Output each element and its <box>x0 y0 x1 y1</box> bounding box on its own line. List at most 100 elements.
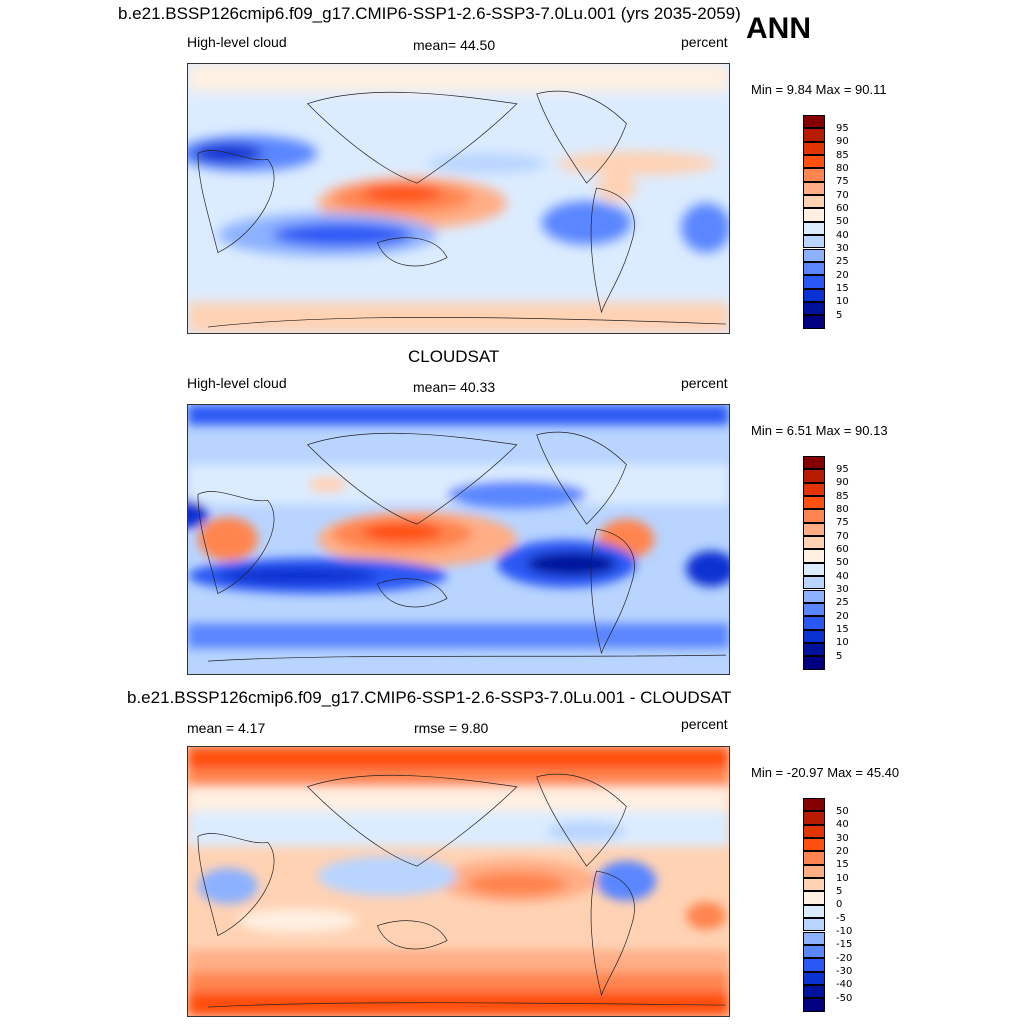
panel3-colorbar-label: -30 <box>836 966 853 977</box>
panel2-colorbar-label: 75 <box>836 517 849 528</box>
panel1-colorbar-label: 50 <box>836 216 849 227</box>
panel2-colorbar-box <box>803 482 825 497</box>
panel1-colorbar-box <box>803 261 825 276</box>
panel2-colorbar-box <box>803 642 825 657</box>
panel1-colorbar-box <box>803 195 825 209</box>
panel2-colorbar-label: 85 <box>836 491 849 502</box>
panel1-colorbar-box <box>803 288 825 302</box>
panel3-map <box>187 746 730 1017</box>
panel2-colorbar-box <box>803 469 825 483</box>
panel3-colorbar-box <box>803 944 825 959</box>
panel2-colorbar-label: 15 <box>836 624 849 635</box>
panel2-colorbar-label: 10 <box>836 637 849 648</box>
panel3-units-label: percent <box>681 716 728 732</box>
panel3-colorbar-box <box>803 798 825 812</box>
panel2-colorbar-label: 25 <box>836 597 849 608</box>
panel2-colorbar-box <box>803 589 825 603</box>
panel2-colorbar-label: 50 <box>836 557 849 568</box>
panel3-colorbar-box <box>803 958 825 972</box>
panel1-colorbar-label: 85 <box>836 150 849 161</box>
panel2-colorbar-box <box>803 496 825 510</box>
panel2-mean-label: mean= 40.33 <box>413 379 496 395</box>
panel2-colorbar: 95 90 85 80 75 70 60 50 40 30 25 20 15 1… <box>803 456 849 670</box>
panel3-colorbar-label: 15 <box>836 859 849 870</box>
panel2-colorbar-box <box>803 616 825 630</box>
panel1-colorbar-label: 70 <box>836 190 849 201</box>
panel1-colorbar-label: 75 <box>836 176 849 187</box>
panel2-colorbar-label: 70 <box>836 531 849 542</box>
panel2-variable-label: High-level cloud <box>187 375 287 391</box>
panel2-colorbar-box <box>803 656 825 670</box>
panel1-colorbar-label: 20 <box>836 270 849 281</box>
panel1-colorbar-label: 60 <box>836 203 849 214</box>
panel3-colorbar-label: -40 <box>836 979 853 990</box>
panel1-map <box>187 63 730 334</box>
panel1-colorbar-label: 5 <box>836 310 843 321</box>
panel3-colorbar-box <box>803 824 825 839</box>
panel1-colorbar-box <box>803 115 825 129</box>
panel3-map-image <box>188 747 729 1016</box>
panel2-colorbar-box <box>803 522 825 537</box>
panel3-colorbar-box <box>803 878 825 892</box>
panel2-colorbar-label: 90 <box>836 477 849 488</box>
panel2-colorbar-label: 40 <box>836 571 849 582</box>
panel1-colorbar-box <box>803 155 825 169</box>
panel2-map <box>187 404 730 675</box>
panel3-colorbar-label: -20 <box>836 953 853 964</box>
panel3-minmax: Min = -20.97 Max = 45.40 <box>751 765 900 780</box>
panel3-colorbar-label: 40 <box>836 819 849 830</box>
panel1-colorbar-box <box>803 181 825 196</box>
panel3-title: b.e21.BSSP126cmip6.f09_g17.CMIP6-SSP1-2.… <box>127 688 732 707</box>
panel3-colorbar-label: 5 <box>836 886 843 897</box>
panel2-colorbar-label: 60 <box>836 544 849 555</box>
panel1-colorbar-box <box>803 235 825 249</box>
panel1-colorbar-label: 90 <box>836 136 849 147</box>
panel1-colorbar-box <box>803 301 825 316</box>
panel1-map-image <box>188 64 729 333</box>
panel1-mean-label: mean= 44.50 <box>413 37 496 53</box>
panel2-map-image <box>188 405 729 674</box>
panel3-colorbar-label: 50 <box>836 806 849 817</box>
panel3-colorbar-box <box>803 931 825 945</box>
panel1-colorbar-box <box>803 275 825 289</box>
panel3-colorbar-box <box>803 811 825 825</box>
panel3-colorbar-label: 20 <box>836 846 849 857</box>
panel2-colorbar-box <box>803 562 825 577</box>
panel2-title: CLOUDSAT <box>408 347 500 366</box>
season-label: ANN <box>746 12 811 45</box>
panel3-rmse-label: rmse = 9.80 <box>414 720 489 736</box>
panel1-colorbar-box <box>803 248 825 262</box>
panel1-minmax: Min = 9.84 Max = 90.11 <box>751 82 887 97</box>
panel1-colorbar: 95 90 85 80 75 70 60 50 40 30 25 20 15 1… <box>803 115 849 329</box>
panel3-colorbar-label: 10 <box>836 873 849 884</box>
panel3-colorbar-label: -50 <box>836 993 853 1004</box>
panel3-colorbar-label: -15 <box>836 939 853 950</box>
panel2-units-label: percent <box>681 375 728 391</box>
panel2-colorbar-box <box>803 576 825 590</box>
panel1-colorbar-box <box>803 221 825 236</box>
panel1-colorbar-label: 10 <box>836 296 849 307</box>
panel3-colorbar-box <box>803 918 825 932</box>
panel2-colorbar-box <box>803 629 825 643</box>
panel3-colorbar: 50 40 30 20 15 10 5 0 -5 -10 -15 -20 -30… <box>803 798 852 1012</box>
panel1-colorbar-label: 30 <box>836 243 849 254</box>
panel1-colorbar-label: 25 <box>836 256 849 267</box>
panel2-colorbar-box <box>803 509 825 523</box>
panel3-colorbar-box <box>803 891 825 905</box>
panel2-colorbar-box <box>803 456 825 470</box>
panel1-colorbar-label: 95 <box>836 123 849 134</box>
panel1-units-label: percent <box>681 34 728 50</box>
panel2-colorbar-label: 5 <box>836 651 843 662</box>
panel2-colorbar-label: 20 <box>836 611 849 622</box>
panel2-colorbar-box <box>803 536 825 550</box>
panel3-colorbar-box <box>803 998 825 1012</box>
panel3-mean-label: mean = 4.17 <box>187 720 266 736</box>
panel3-colorbar-box <box>803 984 825 999</box>
panel3-colorbar-box <box>803 904 825 919</box>
panel3-colorbar-label: 0 <box>836 899 843 910</box>
panel1-colorbar-label: 80 <box>836 163 849 174</box>
panel2-colorbar-box <box>803 602 825 617</box>
panel1-colorbar-box <box>803 128 825 142</box>
panel1-colorbar-box <box>803 141 825 156</box>
panel1-colorbar-box <box>803 208 825 222</box>
